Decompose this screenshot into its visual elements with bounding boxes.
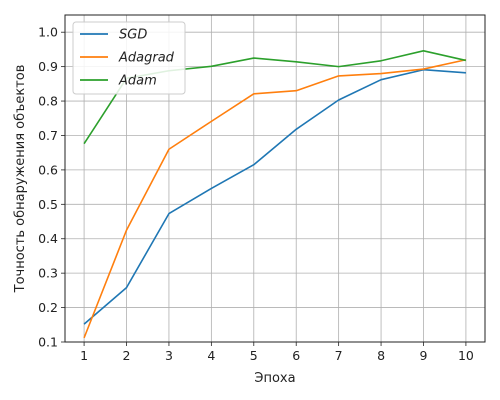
legend: SGD Adagrad Adam	[72, 21, 186, 95]
y-tick-label: 0.6	[38, 162, 58, 177]
x-tick-label: 10	[458, 348, 474, 363]
x-tick-label: 8	[377, 348, 385, 363]
x-tick-label: 2	[123, 348, 131, 363]
x-tick-label: 6	[292, 348, 300, 363]
y-tick-label: 0.2	[38, 300, 58, 315]
x-tick-label: 7	[335, 348, 343, 363]
x-axis-title: Эпоха	[254, 371, 295, 386]
y-tick-label: 0.5	[38, 197, 58, 212]
y-tick-label: 0.4	[38, 231, 58, 246]
series-line-adagrad	[83, 58, 467, 339]
y-tick-label: 1.0	[38, 25, 58, 40]
plot-frame	[64, 14, 486, 343]
legend-box	[72, 21, 186, 95]
x-tick-label: 4	[207, 348, 215, 363]
series-line-sgd	[83, 68, 466, 325]
y-axis-title: Точность обнаружения объектов	[13, 65, 28, 294]
y-tick-label: 0.7	[38, 128, 58, 143]
legend-label: SGD	[119, 28, 147, 43]
y-tick-label: 0.8	[38, 94, 58, 109]
axis-ticks: 1 2 3 4 5 6 7 8 9 10 0.1 0.2 0.3 0.4 0.5 0.6 0.7 0.8 0.9 1.…	[38, 25, 474, 363]
x-tick-label: 3	[165, 348, 173, 363]
y-tick-label: 0.3	[38, 266, 58, 281]
x-tick-label: 5	[250, 348, 258, 363]
y-tick-label: 0.9	[38, 59, 58, 74]
x-tick-label: 9	[420, 348, 428, 363]
x-tick-label: 1	[80, 348, 88, 363]
y-tick-label: 0.1	[38, 335, 58, 350]
legend-label: Adam	[118, 74, 157, 89]
legend-label: Adagrad	[118, 51, 175, 66]
